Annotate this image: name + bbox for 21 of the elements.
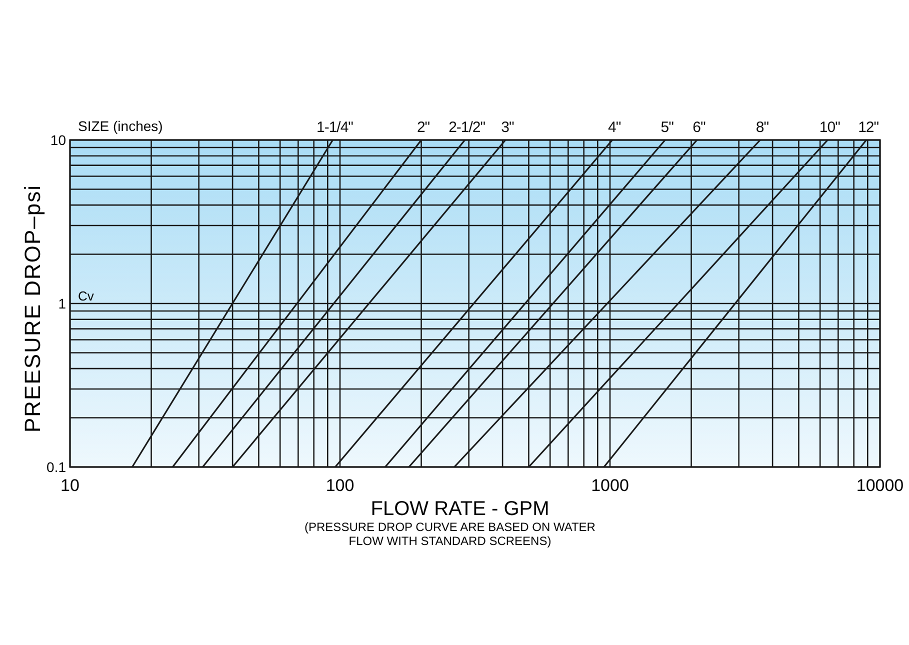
series-label: 8": [756, 119, 769, 136]
series-label: 2": [416, 119, 430, 136]
series-label: 10": [819, 119, 840, 136]
y-tick-label: 10: [50, 132, 66, 148]
series-label: 4": [608, 119, 621, 136]
x-tick-label: 100: [326, 476, 354, 495]
y-axis-title: PREESURE DROP–psi: [20, 184, 45, 433]
series-label: 5": [660, 119, 674, 136]
x-tick-label: 1000: [591, 476, 629, 495]
series-label: 3": [501, 119, 514, 136]
series-label: 12": [858, 119, 879, 136]
text: (PRESSURE DROP CURVE ARE BASED ON WATER FLOW WITH STANDARD SCREENS): [304, 520, 596, 548]
text: SIZE (inches): [78, 118, 163, 134]
series-label: 1-1/4": [316, 119, 354, 136]
annotation: Cv: [78, 288, 94, 304]
series-label: 2-1/2": [448, 119, 486, 136]
x-tick-label: 10000: [856, 476, 904, 495]
series-label: 6": [692, 119, 706, 136]
y-tick-label: 1: [58, 296, 66, 312]
y-tick-label: 0.1: [46, 459, 66, 475]
x-axis-title: FLOW RATE - GPM: [370, 498, 550, 520]
